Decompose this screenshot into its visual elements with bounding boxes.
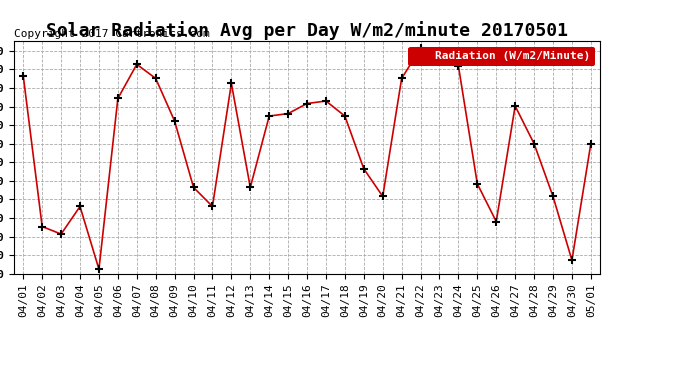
Text: Copyright 2017 Cartronics.com: Copyright 2017 Cartronics.com: [14, 29, 210, 39]
Legend: Radiation (W/m2/Minute): Radiation (W/m2/Minute): [408, 47, 595, 66]
Title: Solar Radiation Avg per Day W/m2/minute 20170501: Solar Radiation Avg per Day W/m2/minute …: [46, 21, 568, 40]
